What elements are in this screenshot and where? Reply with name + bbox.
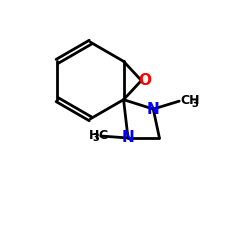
Text: 3: 3 [93, 134, 100, 143]
Text: CH: CH [180, 94, 200, 107]
Text: C: C [99, 128, 108, 141]
Text: 3: 3 [192, 98, 198, 108]
Text: N: N [147, 102, 160, 116]
Text: H: H [89, 128, 100, 141]
Text: N: N [122, 130, 134, 146]
Text: O: O [138, 72, 151, 88]
